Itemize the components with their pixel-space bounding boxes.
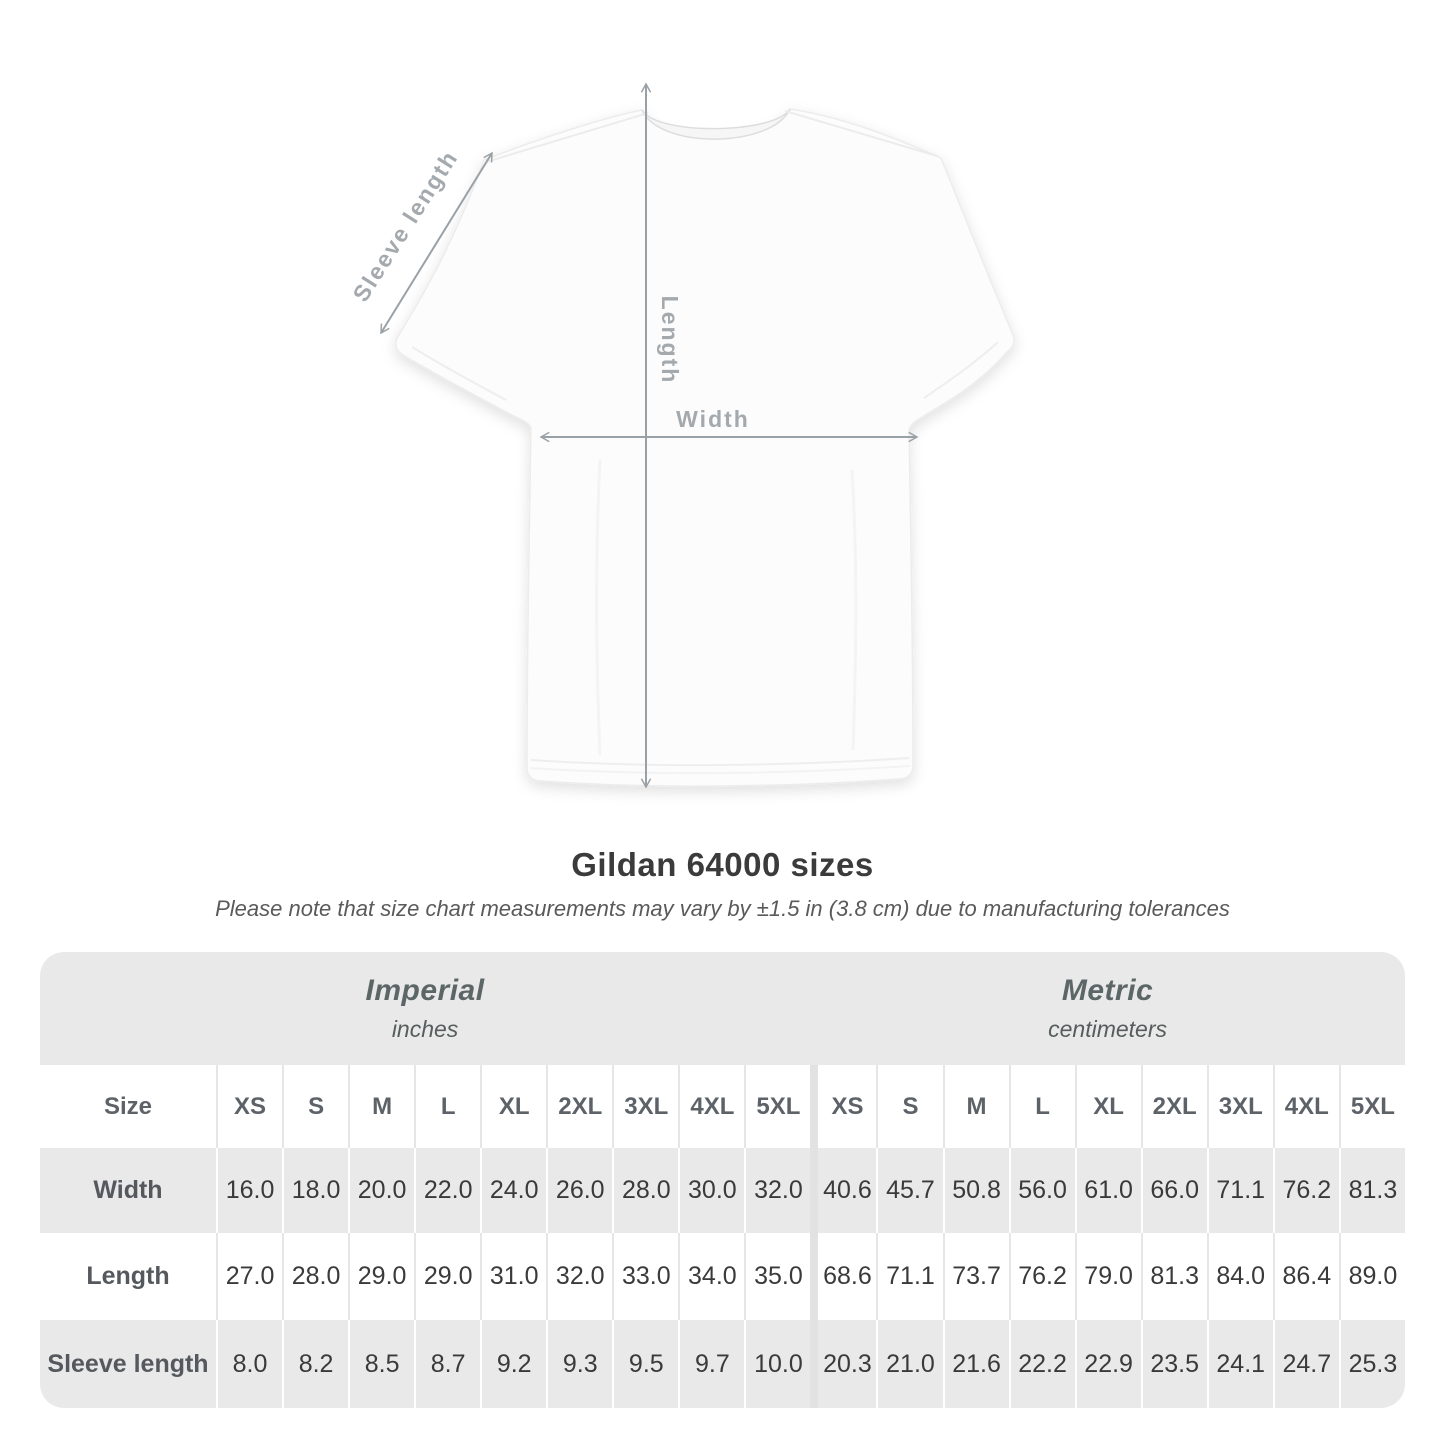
cell: 81.3 [1140, 1233, 1207, 1320]
cell: 25.3 [1338, 1320, 1405, 1408]
cell: 16.0 [216, 1148, 283, 1233]
width-label: Width [676, 406, 750, 432]
cell: 23.5 [1140, 1320, 1207, 1408]
cell: 56.0 [1008, 1148, 1075, 1233]
cell: 79.0 [1074, 1233, 1141, 1320]
cell: 45.7 [876, 1148, 943, 1233]
cell: 66.0 [1140, 1148, 1207, 1233]
cell: 27.0 [216, 1233, 283, 1320]
sleeve-length-row: Sleeve length 8.0 8.2 8.5 8.7 9.2 9.3 9.… [40, 1320, 1405, 1408]
width-row: Width 16.0 18.0 20.0 22.0 24.0 26.0 28.0… [40, 1148, 1405, 1233]
cell: 8.7 [414, 1320, 481, 1408]
cell: 9.7 [678, 1320, 745, 1408]
cell: 34.0 [678, 1233, 745, 1320]
size-col-header: 2XL [1140, 1065, 1207, 1148]
cell: 20.0 [348, 1148, 415, 1233]
cell: 21.6 [942, 1320, 1009, 1408]
cell: 9.5 [612, 1320, 679, 1408]
size-col-header: 5XL [1338, 1065, 1405, 1148]
cell: 21.0 [876, 1320, 943, 1408]
cell: 31.0 [480, 1233, 547, 1320]
row-label: Width [40, 1148, 216, 1233]
size-col-header: 3XL [1206, 1065, 1273, 1148]
size-col-header: XL [1074, 1065, 1141, 1148]
cell: 9.3 [546, 1320, 613, 1408]
cell: 10.0 [744, 1320, 811, 1408]
cell: 71.1 [1206, 1148, 1273, 1233]
size-col-header: XL [480, 1065, 547, 1148]
size-col-header: L [1008, 1065, 1075, 1148]
cell: 29.0 [414, 1233, 481, 1320]
size-chart: Imperial inches Metric centimeters Size … [40, 952, 1405, 1408]
tolerance-note: Please note that size chart measurements… [215, 896, 1230, 921]
cell: 22.0 [414, 1148, 481, 1233]
cell: 28.0 [282, 1233, 349, 1320]
cell: 33.0 [612, 1233, 679, 1320]
cell: 9.2 [480, 1320, 547, 1408]
tshirt-illustration: Sleeve length Length Width [347, 82, 1015, 789]
size-col-header: 3XL [612, 1065, 679, 1148]
cell: 22.9 [1074, 1320, 1141, 1408]
page-title: Gildan 64000 sizes [571, 846, 874, 883]
cell: 86.4 [1272, 1233, 1339, 1320]
cell: 32.0 [546, 1233, 613, 1320]
size-col-header: S [876, 1065, 943, 1148]
cell: 24.0 [480, 1148, 547, 1233]
size-header: Size [40, 1065, 216, 1148]
cell: 24.7 [1272, 1320, 1339, 1408]
size-col-header: M [348, 1065, 415, 1148]
imperial-section-header: Imperial inches [40, 952, 810, 1065]
length-row: Length 27.0 28.0 29.0 29.0 31.0 32.0 33.… [40, 1233, 1405, 1320]
size-col-header: XS [810, 1065, 877, 1148]
cell: 81.3 [1338, 1148, 1405, 1233]
size-col-header: 4XL [1272, 1065, 1339, 1148]
cell: 40.6 [810, 1148, 877, 1233]
units-header-band: Imperial inches Metric centimeters [40, 952, 1405, 1065]
imperial-unit: inches [391, 1016, 459, 1042]
cell: 84.0 [1206, 1233, 1273, 1320]
cell: 50.8 [942, 1148, 1009, 1233]
cell: 76.2 [1008, 1233, 1075, 1320]
cell: 26.0 [546, 1148, 613, 1233]
collar [641, 108, 791, 140]
tshirt-body [394, 108, 1015, 787]
size-col-header: 2XL [546, 1065, 613, 1148]
size-col-header: XS [216, 1065, 283, 1148]
size-col-header: S [282, 1065, 349, 1148]
row-label: Sleeve length [40, 1320, 216, 1408]
cell: 29.0 [348, 1233, 415, 1320]
row-label: Length [40, 1233, 216, 1320]
cell: 71.1 [876, 1233, 943, 1320]
size-col-header: M [942, 1065, 1009, 1148]
metric-unit: centimeters [1048, 1016, 1167, 1042]
cell: 24.1 [1206, 1320, 1273, 1408]
cell: 61.0 [1074, 1148, 1141, 1233]
size-header-row: Size XS S M L XL 2XL 3XL 4XL 5XL XS S M … [40, 1065, 1405, 1148]
cell: 30.0 [678, 1148, 745, 1233]
cell: 35.0 [744, 1233, 811, 1320]
cell: 8.0 [216, 1320, 283, 1408]
cell: 20.3 [810, 1320, 877, 1408]
cell: 76.2 [1272, 1148, 1339, 1233]
length-label: Length [657, 296, 683, 385]
tshirt-measurement-diagram: Sleeve length Length Width [330, 70, 1060, 815]
cell: 68.6 [810, 1233, 877, 1320]
sleeve-length-arrow [380, 151, 493, 335]
cell: 8.5 [348, 1320, 415, 1408]
cell: 18.0 [282, 1148, 349, 1233]
metric-label: Metric [1061, 974, 1154, 1007]
size-col-header: 5XL [744, 1065, 811, 1148]
size-col-header: L [414, 1065, 481, 1148]
cell: 8.2 [282, 1320, 349, 1408]
imperial-label: Imperial [365, 974, 485, 1007]
cell: 89.0 [1338, 1233, 1405, 1320]
cell: 22.2 [1008, 1320, 1075, 1408]
size-table: Size XS S M L XL 2XL 3XL 4XL 5XL XS S M … [40, 1065, 1405, 1408]
cell: 73.7 [942, 1233, 1009, 1320]
size-col-header: 4XL [678, 1065, 745, 1148]
cell: 28.0 [612, 1148, 679, 1233]
cell: 32.0 [744, 1148, 811, 1233]
metric-section-header: Metric centimeters [810, 952, 1405, 1065]
